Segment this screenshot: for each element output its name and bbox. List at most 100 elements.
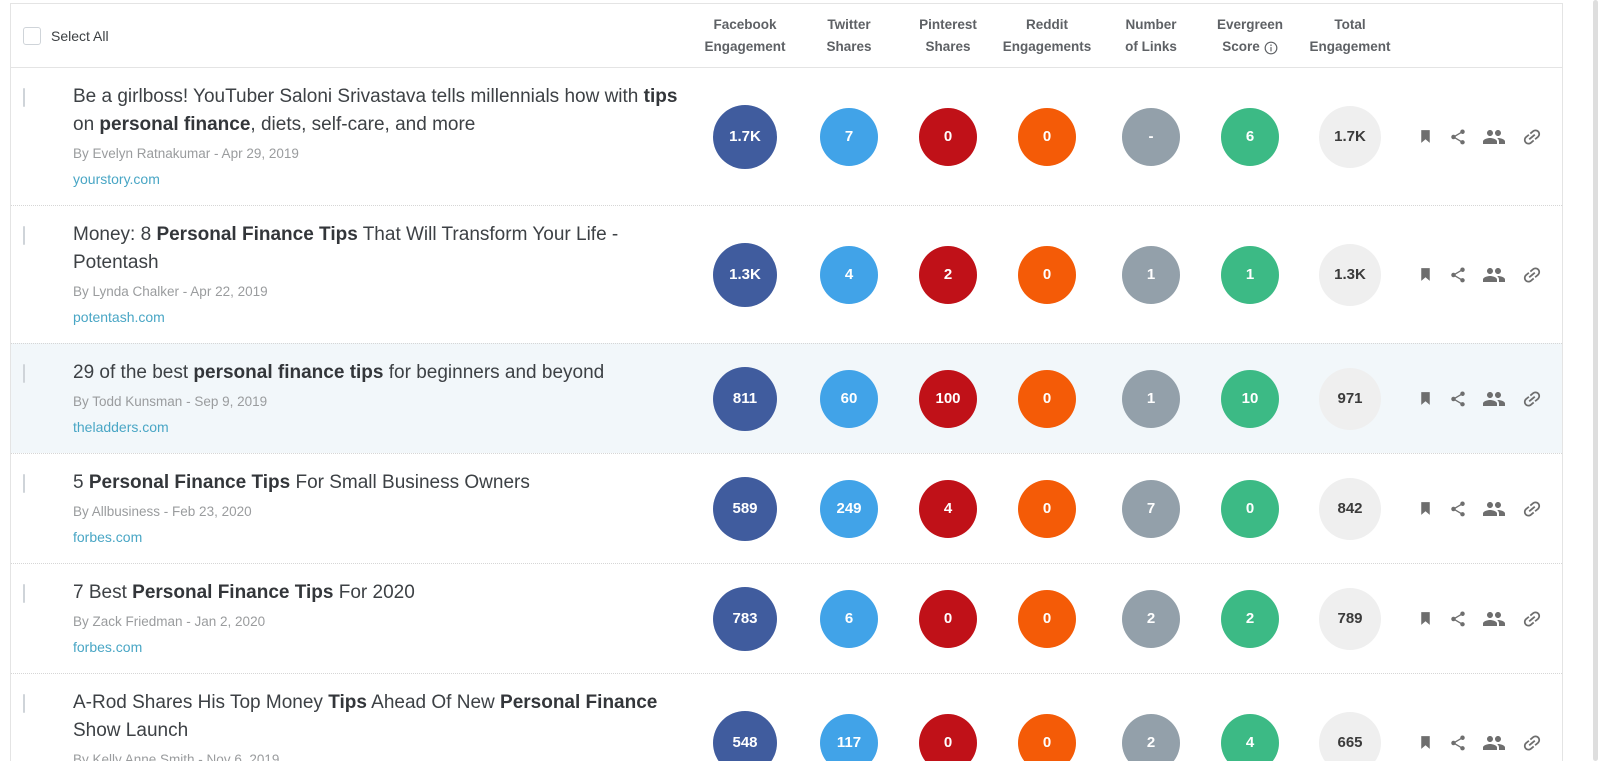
article-domain-link[interactable]: theladders.com xyxy=(73,419,169,435)
metric-cell: 2 xyxy=(1099,589,1203,648)
metric-cells: 548 117 0 0 2 4 665 xyxy=(693,710,1403,761)
link-icon[interactable] xyxy=(1521,732,1543,754)
bookmark-icon[interactable] xyxy=(1417,500,1434,517)
metric-column-headers: Facebook Engagement Twitter Shares Pinte… xyxy=(693,14,1403,58)
metric-cell: 0 xyxy=(995,589,1099,648)
article-title[interactable]: Be a girlboss! YouTuber Saloni Srivastav… xyxy=(73,86,678,135)
audience-icon[interactable] xyxy=(1482,607,1506,631)
row-checkbox-cell xyxy=(11,564,73,603)
article-domain-link[interactable]: yourstory.com xyxy=(73,171,160,187)
article-domain-link[interactable]: potentash.com xyxy=(73,309,165,325)
metric-cell: 589 xyxy=(693,476,797,541)
column-label-line2: Engagement xyxy=(704,38,786,54)
bookmark-icon[interactable] xyxy=(1417,266,1434,283)
column-label-line2: Engagement xyxy=(1309,38,1391,54)
metric-bubble-twitter: 4 xyxy=(820,245,878,304)
audience-icon[interactable] xyxy=(1482,125,1506,149)
share-icon[interactable] xyxy=(1449,266,1467,284)
metric-cell: 811 xyxy=(693,366,797,431)
article-title[interactable]: 5 Personal Finance Tips For Small Busine… xyxy=(73,472,530,493)
bookmark-icon[interactable] xyxy=(1417,128,1434,145)
metric-bubble-facebook: 548 xyxy=(713,710,777,761)
metric-bubble-pinterest: 100 xyxy=(919,369,977,428)
metric-cell: 100 xyxy=(901,369,995,428)
bookmark-icon[interactable] xyxy=(1417,734,1434,751)
metric-cell: 1.7K xyxy=(1297,105,1403,168)
link-icon[interactable] xyxy=(1521,608,1543,630)
metric-cell: 0 xyxy=(901,107,995,166)
column-header: Twitter Shares xyxy=(797,14,901,58)
metric-bubble-pinterest: 0 xyxy=(919,589,977,648)
metric-cell: 6 xyxy=(1203,107,1297,166)
metric-bubble-facebook: 589 xyxy=(713,476,777,541)
metric-cell: 60 xyxy=(797,369,901,428)
column-header: Facebook Engagement xyxy=(693,14,797,58)
metric-bubble-facebook: 811 xyxy=(713,366,777,431)
metric-cell: 1.3K xyxy=(693,242,797,307)
metric-bubble-total: 789 xyxy=(1319,587,1381,650)
content-table: Select All Facebook Engagement Twitter S… xyxy=(10,3,1563,761)
metric-bubble-links: 1 xyxy=(1122,369,1180,428)
metric-bubble-reddit: 0 xyxy=(1018,107,1076,166)
row-checkbox[interactable] xyxy=(23,226,25,245)
share-icon[interactable] xyxy=(1449,128,1467,146)
metric-bubble-reddit: 0 xyxy=(1018,369,1076,428)
metric-cell: 665 xyxy=(1297,711,1403,761)
row-actions xyxy=(1403,263,1561,287)
row-checkbox[interactable] xyxy=(23,694,25,713)
row-checkbox[interactable] xyxy=(23,364,25,383)
info-icon[interactable] xyxy=(1264,40,1278,54)
metric-cell: 4 xyxy=(797,245,901,304)
metric-bubble-pinterest: 2 xyxy=(919,245,977,304)
link-icon[interactable] xyxy=(1521,388,1543,410)
article-title[interactable]: A-Rod Shares His Top Money Tips Ahead Of… xyxy=(73,692,658,741)
share-icon[interactable] xyxy=(1449,500,1467,518)
article-domain-link[interactable]: forbes.com xyxy=(73,529,143,545)
audience-icon[interactable] xyxy=(1482,263,1506,287)
row-checkbox[interactable] xyxy=(23,88,25,107)
metric-bubble-evergreen: 2 xyxy=(1221,589,1279,648)
audience-icon[interactable] xyxy=(1482,497,1506,521)
share-icon[interactable] xyxy=(1449,390,1467,408)
metric-bubble-total: 842 xyxy=(1319,477,1381,540)
metric-cells: 783 6 0 0 2 2 789 xyxy=(693,586,1403,651)
metric-cell: 2 xyxy=(1203,589,1297,648)
bookmark-icon[interactable] xyxy=(1417,390,1434,407)
bookmark-icon[interactable] xyxy=(1417,610,1434,627)
table-row: 29 of the best personal finance tips for… xyxy=(11,343,1562,453)
row-checkbox-cell xyxy=(11,68,73,107)
row-checkbox[interactable] xyxy=(23,584,25,603)
row-checkbox[interactable] xyxy=(23,474,25,493)
link-icon[interactable] xyxy=(1521,264,1543,286)
row-checkbox-cell xyxy=(11,454,73,493)
table-row: Money: 8 Personal Finance Tips That Will… xyxy=(11,205,1562,343)
link-icon[interactable] xyxy=(1521,498,1543,520)
column-label-line1: Evergreen xyxy=(1216,16,1284,32)
article-title[interactable]: Money: 8 Personal Finance Tips That Will… xyxy=(73,224,619,273)
column-header: Total Engagement xyxy=(1297,14,1403,58)
metric-bubble-total: 1.7K xyxy=(1319,105,1381,168)
metric-bubble-twitter: 249 xyxy=(820,479,878,538)
share-icon[interactable] xyxy=(1449,734,1467,752)
article-byline: By Lynda Chalker - Apr 22, 2019 xyxy=(73,284,268,299)
metric-cell: 1 xyxy=(1203,245,1297,304)
article-info: A-Rod Shares His Top Money Tips Ahead Of… xyxy=(73,674,693,761)
select-all-area: Select All xyxy=(11,26,693,45)
article-title[interactable]: 7 Best Personal Finance Tips For 2020 xyxy=(73,582,415,603)
article-domain-link[interactable]: forbes.com xyxy=(73,639,143,655)
audience-icon[interactable] xyxy=(1482,387,1506,411)
vertical-scrollbar[interactable] xyxy=(1593,0,1598,761)
share-icon[interactable] xyxy=(1449,610,1467,628)
column-header: Reddit Engagements xyxy=(995,14,1099,58)
article-title[interactable]: 29 of the best personal finance tips for… xyxy=(73,362,605,383)
column-label-line2: Shares xyxy=(925,38,971,54)
column-header: Number of Links xyxy=(1099,14,1203,58)
link-icon[interactable] xyxy=(1521,126,1543,148)
metric-cell: 783 xyxy=(693,586,797,651)
article-info: 7 Best Personal Finance Tips For 2020 By… xyxy=(73,564,693,673)
metric-cell: - xyxy=(1099,107,1203,166)
select-all-checkbox[interactable] xyxy=(23,26,41,45)
metric-cell: 249 xyxy=(797,479,901,538)
audience-icon[interactable] xyxy=(1482,731,1506,755)
metric-cell: 548 xyxy=(693,710,797,761)
